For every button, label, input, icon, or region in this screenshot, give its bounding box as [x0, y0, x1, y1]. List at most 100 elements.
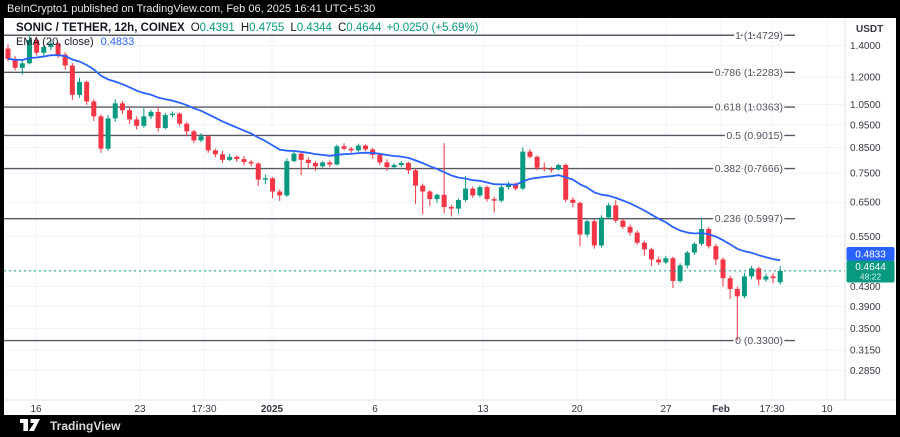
- candle[interactable]: [398, 162, 404, 166]
- indicator-row[interactable]: EMA (20, close) 0.4833: [16, 36, 134, 48]
- candle[interactable]: [513, 183, 519, 189]
- candle[interactable]: [112, 103, 118, 119]
- candle[interactable]: [363, 145, 368, 150]
- candle[interactable]: [420, 185, 426, 192]
- candle[interactable]: [177, 113, 183, 124]
- candle[interactable]: [434, 194, 440, 200]
- ema-line[interactable]: [7, 54, 781, 262]
- candle[interactable]: [606, 205, 612, 218]
- candle[interactable]: [270, 178, 276, 192]
- symbol-title[interactable]: SONIC / TETHER, 12h, COINEX: [16, 22, 185, 34]
- candle[interactable]: [441, 194, 447, 207]
- candle[interactable]: [134, 119, 140, 126]
- candle[interactable]: [141, 116, 147, 126]
- candle[interactable]: [477, 187, 483, 196]
- candle[interactable]: [391, 165, 397, 168]
- candle[interactable]: [713, 246, 719, 260]
- candle[interactable]: [277, 191, 283, 196]
- candle[interactable]: [684, 252, 690, 266]
- candle[interactable]: [155, 111, 161, 129]
- candles-series[interactable]: [5, 35, 783, 340]
- candle[interactable]: [327, 162, 333, 165]
- candle[interactable]: [749, 268, 755, 277]
- candle[interactable]: [534, 156, 540, 168]
- candle[interactable]: [427, 191, 433, 200]
- candle[interactable]: [720, 259, 726, 279]
- tradingview-logo-icon[interactable]: [19, 418, 43, 434]
- candle[interactable]: [5, 48, 11, 59]
- candle[interactable]: [284, 161, 290, 196]
- candle[interactable]: [756, 268, 762, 280]
- candle[interactable]: [84, 81, 90, 102]
- candle[interactable]: [127, 110, 133, 120]
- candle[interactable]: [377, 154, 383, 163]
- candle[interactable]: [169, 113, 175, 116]
- candle[interactable]: [598, 217, 604, 246]
- candle[interactable]: [91, 101, 97, 117]
- candle[interactable]: [312, 162, 318, 167]
- candle[interactable]: [305, 159, 311, 163]
- candle[interactable]: [405, 162, 411, 171]
- candle[interactable]: [627, 226, 633, 233]
- candle[interactable]: [741, 276, 747, 297]
- candle[interactable]: [770, 276, 776, 279]
- candle[interactable]: [119, 103, 125, 111]
- candle[interactable]: [12, 58, 18, 68]
- candle[interactable]: [570, 199, 576, 203]
- candle[interactable]: [234, 156, 240, 160]
- candle[interactable]: [62, 54, 68, 66]
- candle[interactable]: [348, 148, 354, 151]
- candle[interactable]: [55, 43, 61, 55]
- candle[interactable]: [77, 81, 82, 95]
- candle[interactable]: [162, 115, 168, 129]
- candle[interactable]: [484, 187, 490, 200]
- candle[interactable]: [663, 258, 669, 263]
- candle[interactable]: [291, 153, 297, 162]
- candle[interactable]: [41, 47, 47, 53]
- candle[interactable]: [634, 232, 640, 243]
- candle[interactable]: [19, 63, 25, 68]
- candle[interactable]: [541, 167, 547, 169]
- candle[interactable]: [656, 259, 662, 263]
- candle[interactable]: [591, 221, 597, 246]
- candle[interactable]: [48, 43, 54, 48]
- ema-price-badge[interactable]: 0.4833: [846, 247, 895, 261]
- candle[interactable]: [727, 278, 733, 289]
- candle[interactable]: [241, 159, 247, 162]
- chart-plot[interactable]: 1 (1.4729) 0.786 (1.2283) 0.618 (1.0363) 0.…: [4, 18, 896, 415]
- candle[interactable]: [777, 270, 783, 283]
- candle[interactable]: [641, 242, 647, 250]
- candle[interactable]: [563, 165, 569, 200]
- candle[interactable]: [262, 178, 268, 180]
- candle[interactable]: [205, 136, 211, 151]
- candle[interactable]: [498, 187, 504, 201]
- candle[interactable]: [548, 168, 554, 170]
- candle[interactable]: [26, 39, 32, 64]
- candle[interactable]: [491, 199, 497, 201]
- price-axis[interactable]: USDT 1.4000 1.2000 1.0500 0.9500 0.8500 0.7500…: [850, 24, 883, 377]
- candle[interactable]: [556, 165, 562, 170]
- candle[interactable]: [148, 111, 154, 117]
- candle[interactable]: [69, 65, 75, 95]
- candle[interactable]: [584, 221, 590, 235]
- candle[interactable]: [455, 200, 461, 209]
- candle[interactable]: [448, 206, 454, 209]
- candle[interactable]: [620, 220, 626, 227]
- candle[interactable]: [212, 150, 218, 155]
- candle[interactable]: [198, 136, 204, 141]
- candle[interactable]: [320, 162, 326, 167]
- candle[interactable]: [191, 131, 197, 141]
- candle[interactable]: [470, 188, 476, 196]
- candle[interactable]: [34, 39, 40, 53]
- candle[interactable]: [220, 154, 225, 160]
- candle[interactable]: [649, 249, 654, 260]
- candle[interactable]: [98, 116, 104, 149]
- candle[interactable]: [248, 161, 254, 164]
- footer-brand[interactable]: TradingView: [50, 419, 121, 433]
- candle[interactable]: [227, 156, 233, 160]
- candle[interactable]: [734, 288, 740, 297]
- candle[interactable]: [298, 153, 304, 160]
- candle[interactable]: [520, 151, 526, 189]
- candle[interactable]: [341, 146, 347, 149]
